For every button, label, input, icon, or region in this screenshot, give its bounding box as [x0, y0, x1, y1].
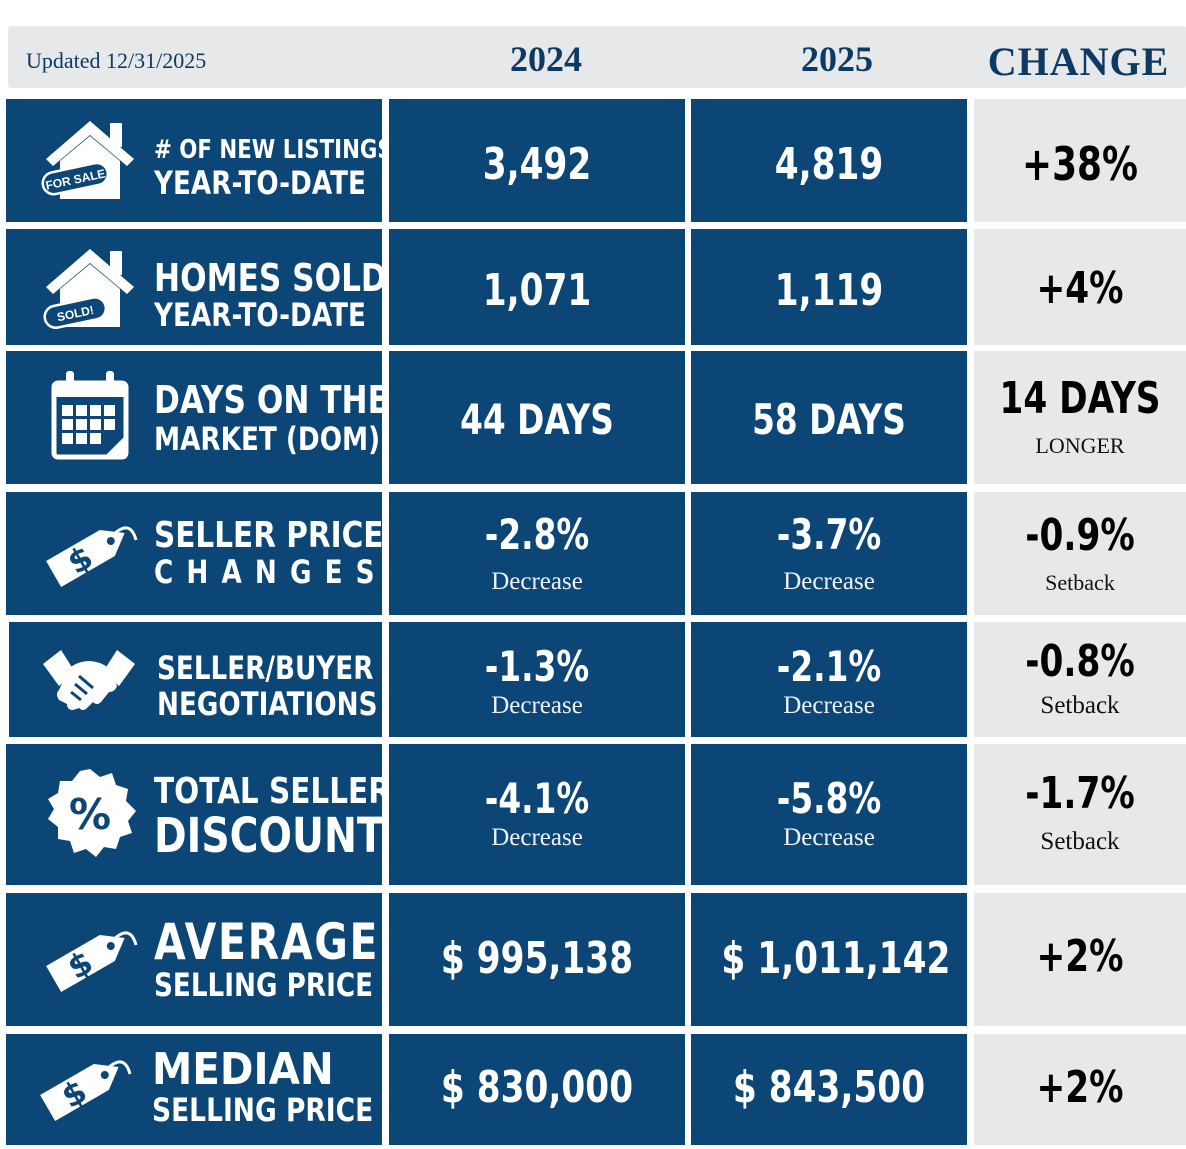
row-label-text: # OF NEW LISTINGS YEAR-TO-DATE	[154, 135, 393, 202]
cell-change-new-listings: +38%	[974, 99, 1186, 222]
percent-badge-icon: %	[40, 768, 140, 858]
cell-2024-dom: 44 DAYS	[389, 351, 685, 484]
row-label-text: DAYS ON THE MARKET (DOM)	[154, 378, 389, 458]
cell-2024-average-price: $ 995,138	[389, 893, 685, 1026]
row-label-total-seller-discount: % TOTAL SELLER DISCOUNT	[6, 744, 391, 885]
row-label-text: TOTAL SELLER DISCOUNT	[154, 771, 391, 864]
cell-2025-average-price: $ 1,011,142	[691, 893, 967, 1026]
cell-2025-new-listings: 4,819	[691, 99, 967, 222]
cell-change-median-price: +2%	[974, 1034, 1186, 1145]
cell-2024-negotiations: -1.3% Decrease	[389, 622, 685, 737]
table-header: Updated 12/31/2025 2024 2025 CHANGE	[8, 26, 1186, 88]
cell-change-homes-sold: +4%	[974, 229, 1186, 345]
price-tag-icon: $	[40, 913, 140, 1003]
row-label-seller-price-changes: $ SELLER PRICE CHANGES	[6, 492, 388, 615]
cell-change-discount: -1.7% Setback	[974, 744, 1186, 885]
price-tag-icon: $	[34, 1042, 134, 1132]
row-label-median-selling-price: $ MEDIAN SELLING PRICE	[6, 1034, 382, 1145]
cell-2024-median-price: $ 830,000	[389, 1034, 685, 1145]
house-sold-icon: SOLD!	[40, 243, 140, 333]
row-label-days-on-market: DAYS ON THE MARKET (DOM)	[6, 351, 389, 484]
row-label-text: AVERAGE SELLING PRICE	[154, 913, 380, 1004]
cell-change-price-changes: -0.9% Setback	[974, 492, 1186, 615]
row-label-text: SELLER/BUYER NEGOTIATIONS	[157, 649, 378, 723]
cell-2025-negotiations: -2.1% Decrease	[691, 622, 967, 737]
row-label-text: HOMES SOLD YEAR-TO-DATE	[154, 256, 387, 334]
row-label-text: SELLER PRICE CHANGES	[154, 515, 388, 591]
column-header-change: CHANGE	[987, 39, 1170, 84]
cell-2025-homes-sold: 1,119	[691, 229, 967, 345]
cell-2024-new-listings: 3,492	[389, 99, 685, 222]
row-label-homes-sold: SOLD! HOMES SOLD YEAR-TO-DATE	[6, 229, 387, 345]
cell-2024-price-changes: -2.8% Decrease	[389, 492, 685, 615]
cell-2025-dom: 58 DAYS	[691, 351, 967, 484]
column-header-2024: 2024	[510, 39, 582, 79]
cell-change-dom: 14 DAYS LONGER	[974, 351, 1186, 484]
handshake-icon	[39, 634, 139, 724]
cell-change-negotiations: -0.8% Setback	[974, 622, 1186, 737]
cell-2025-median-price: $ 843,500	[691, 1034, 967, 1145]
updated-date: Updated 12/31/2025	[26, 48, 207, 73]
calendar-icon	[40, 371, 140, 461]
price-tag-icon: $	[40, 508, 140, 598]
cell-2024-homes-sold: 1,071	[389, 229, 685, 345]
column-header-2025: 2025	[801, 39, 873, 79]
house-for-sale-icon: FOR SALE	[40, 115, 140, 205]
cell-2024-discount: -4.1% Decrease	[389, 744, 685, 885]
row-label-text: MEDIAN SELLING PRICE	[152, 1044, 374, 1129]
row-label-negotiations: SELLER/BUYER NEGOTIATIONS	[9, 622, 382, 737]
cell-2025-discount: -5.8% Decrease	[691, 744, 967, 885]
cell-2025-price-changes: -3.7% Decrease	[691, 492, 967, 615]
row-label-average-selling-price: $ AVERAGE SELLING PRICE	[6, 893, 382, 1026]
row-label-new-listings: FOR SALE # OF NEW LISTINGS YEAR-TO-DATE	[6, 99, 393, 222]
cell-change-average-price: +2%	[974, 893, 1186, 1026]
svg-text:%: %	[69, 790, 111, 839]
